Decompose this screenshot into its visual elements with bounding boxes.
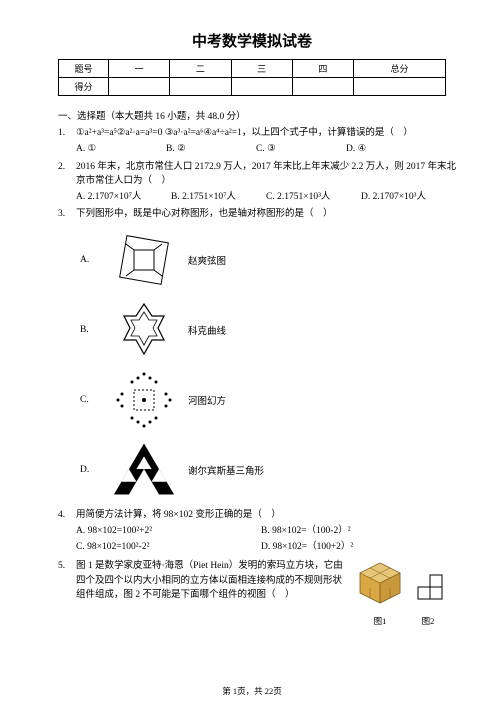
fig-label: 图1 — [356, 615, 404, 628]
cell: 二 — [170, 60, 231, 78]
score-table: 题号 一 二 三 四 总分 得分 — [58, 59, 446, 96]
hetu-icon — [112, 368, 176, 432]
opt: C. 2.1751×10³人 — [266, 190, 361, 204]
q-text: 2016 年末，北京市常住人口 2172.9 万人，2017 年末比上年末减少 … — [76, 160, 456, 189]
cell — [170, 78, 231, 96]
views-icon — [410, 571, 446, 607]
q-text: 下列图形中，既是中心对称图形，也是轴对称图形的是（ ） — [76, 207, 446, 221]
zhaoshuang-icon — [112, 228, 176, 292]
question-2: 2. 2016 年末，北京市常住人口 2172.9 万人，2017 年末比上年末… — [58, 160, 446, 205]
question-4: 4. 用简便方法计算，将 98×102 变形正确的是（ ） A. 98×102=… — [58, 508, 446, 557]
shape-option-c: C. 河图幻方 — [80, 368, 446, 432]
q-options: A. ① B. ② C. ③ D. ④ — [76, 142, 446, 156]
q-number: 5. — [58, 559, 76, 627]
table-row: 题号 一 二 三 四 总分 — [59, 60, 446, 78]
q-text: ①a²+a³=a⁵②a²·a=a³=0 ③a³·a²=a⁶④a⁴÷a²=1，以上… — [76, 126, 446, 140]
q-number: 1. — [58, 126, 76, 157]
q-text: 用简便方法计算，将 98×102 变形正确的是（ ） — [76, 508, 446, 522]
shape-option-b: B. 科克曲线 — [80, 298, 446, 362]
q-number: 3. — [58, 207, 76, 221]
page-footer: 第 1页，共 22页 — [0, 685, 504, 697]
question-1: 1. ①a²+a³=a⁵②a²·a=a³=0 ③a³·a²=a⁶④a⁴÷a²=1… — [58, 126, 446, 157]
cell: 一 — [109, 60, 170, 78]
cell: 三 — [231, 60, 292, 78]
cell: 四 — [292, 60, 353, 78]
q-number: 2. — [58, 160, 76, 205]
fig-label: 图2 — [410, 615, 446, 628]
q-options: A. 98×102=100²+2² B. 98×102=（100-2）² C. … — [76, 524, 446, 557]
opt-label: B. — [80, 325, 100, 335]
opt: D. 98×102=（100+2）² — [261, 540, 446, 554]
question-3: 3. 下列图形中，既是中心对称图形，也是轴对称图形的是（ ） — [58, 207, 446, 221]
shape-option-d: D. 谢尔宾斯基三角形 — [80, 438, 446, 502]
cell — [292, 78, 353, 96]
cell — [354, 78, 446, 96]
opt: B. 98×102=（100-2）² — [261, 524, 446, 538]
soma-cube-icon — [356, 559, 404, 607]
shape-name: 谢尔宾斯基三角形 — [188, 463, 264, 477]
opt: C. ③ — [256, 142, 346, 156]
opt: C. 98×102=100²-2² — [76, 540, 261, 554]
koch-icon — [112, 298, 176, 362]
opt-label: C. — [80, 395, 100, 405]
section-heading: 一、选择题（本大题共 16 小题，共 48.0 分） — [58, 108, 446, 122]
cell: 题号 — [59, 60, 109, 78]
opt: A. ① — [76, 142, 166, 156]
shape-name: 赵爽弦图 — [188, 253, 226, 267]
shape-name: 河图幻方 — [188, 393, 226, 407]
opt: A. 2.1707×10⁷人 — [76, 190, 171, 204]
sierpinski-icon — [112, 438, 176, 502]
opt-label: D. — [80, 465, 100, 475]
shape-name: 科克曲线 — [188, 323, 226, 337]
page-title: 中考数学模拟试卷 — [58, 30, 446, 51]
opt: D. ④ — [346, 142, 436, 156]
cell: 得分 — [59, 78, 109, 96]
cell — [109, 78, 170, 96]
table-row: 得分 — [59, 78, 446, 96]
opt: D. 2.1707×10³人 — [361, 190, 456, 204]
opt: B. 2.1751×10⁷人 — [171, 190, 266, 204]
q-number: 4. — [58, 508, 76, 557]
shape-option-a: A. 赵爽弦图 — [80, 228, 446, 292]
q-options: A. 2.1707×10⁷人 B. 2.1751×10⁷人 C. 2.1751×… — [76, 190, 456, 204]
cell: 总分 — [354, 60, 446, 78]
cell — [231, 78, 292, 96]
opt: B. ② — [166, 142, 256, 156]
question-5: 5. 图1 — [58, 559, 446, 627]
opt: A. 98×102=100²+2² — [76, 524, 261, 538]
opt-label: A. — [80, 255, 100, 265]
q5-figures: 图1 图2 — [356, 559, 446, 627]
